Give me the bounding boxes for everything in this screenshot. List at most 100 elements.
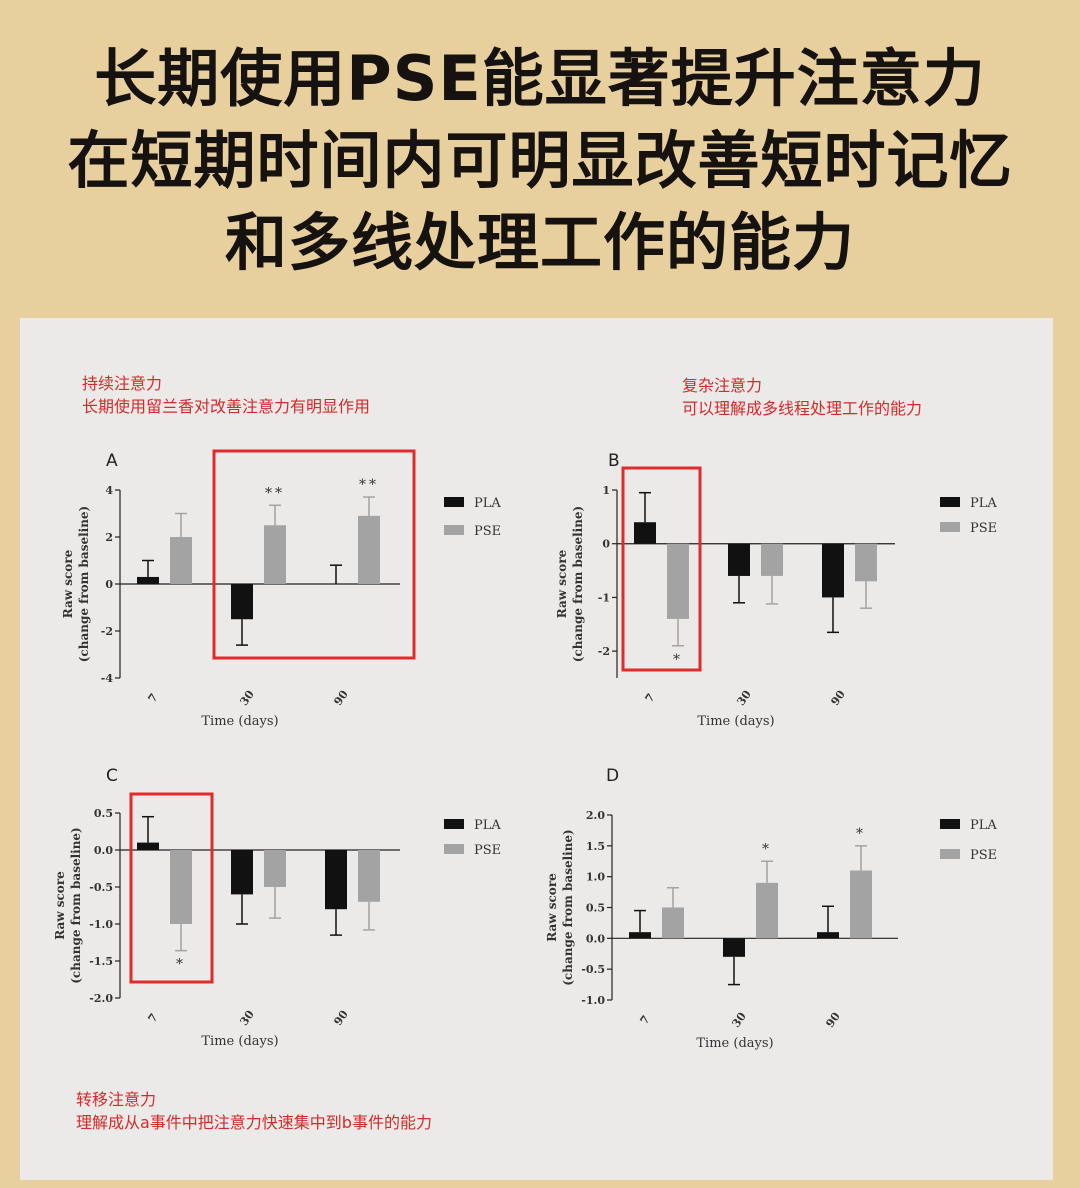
- panel-d-y-tick-label: 0.5: [586, 902, 605, 915]
- panel-b-label: B: [608, 451, 620, 471]
- panel-b-y-tick-label: -2: [598, 645, 610, 658]
- panel-c-bar-pse-7: [170, 850, 192, 924]
- panel-b-legend-label-pse: PSE: [970, 521, 997, 536]
- panel-a-significance-30: **: [265, 485, 285, 501]
- panel-d-bar-pse-30: [756, 882, 778, 939]
- note-complex-text: 可以理解成多线程处理工作的能力: [682, 399, 923, 418]
- panel-d-bar-pla-90: [817, 932, 839, 939]
- panel-d-y-tick-label: 0.0: [586, 932, 605, 945]
- panel-c-label: C: [106, 766, 118, 786]
- headline-line-1: 长期使用PSE能显著提升注意力: [94, 42, 986, 115]
- panel-a-bar-pla-30: [231, 584, 253, 620]
- note-sustained-title: 持续注意力: [82, 374, 163, 393]
- panel-d-y-tick-label: 2.0: [586, 809, 605, 822]
- panel-a-x-axis-label: Time (days): [201, 714, 278, 729]
- panel-d-y-axis-label-2: (change from baseline): [561, 829, 575, 986]
- panel-b-bar-pla-30: [728, 543, 750, 576]
- panel-c-significance-7: *: [176, 957, 186, 973]
- panel-b-bar-pla-90: [822, 543, 844, 598]
- panel-a-highlight-box: [212, 449, 416, 660]
- panel-a-x-tick-label-30: 30: [237, 688, 257, 708]
- panel-d-significance-30: *: [762, 841, 772, 857]
- panel-d-bar-pla-30: [723, 938, 745, 957]
- panel-c-bar-pla-30: [231, 850, 253, 895]
- panel-c-bar-pla-7: [137, 842, 159, 850]
- panel-a-bar-pse-90: [358, 515, 380, 584]
- panel-d-x-axis-label: Time (days): [696, 1036, 773, 1051]
- panel-a-y-tick-label: 2: [105, 531, 113, 544]
- panel-c-x-tick-label-7: 7: [146, 1011, 161, 1025]
- panel-d-bar-pse-90: [850, 870, 872, 939]
- panel-c-legend-label-pse: PSE: [474, 843, 501, 858]
- panel-c-x-axis-label: Time (days): [201, 1034, 278, 1049]
- panel-d-y-tick-label: -1.0: [581, 994, 605, 1007]
- panel-c-y-axis-label-2: (change from baseline): [69, 827, 83, 984]
- headline-line-2: 在短期时间内可明显改善短时记忆: [67, 124, 1013, 197]
- panel-b-y-axis-label-2: (change from baseline): [571, 506, 585, 663]
- panel-a-y-tick-label: -2: [101, 625, 113, 638]
- panel-d-legend-swatch-pla: [940, 819, 960, 829]
- panel-a-y-axis-label: Raw score: [61, 549, 75, 618]
- note-sustained-text: 长期使用留兰香对改善注意力有明显作用: [82, 397, 371, 416]
- panel-c-bar-pse-90: [358, 850, 380, 902]
- panel-b-y-tick-label: 0: [602, 538, 610, 551]
- panel-d-y-tick-label: -0.5: [581, 963, 605, 976]
- panel-d-legend-swatch-pse: [940, 849, 960, 859]
- panel-a-bar-pse-7: [170, 537, 192, 584]
- panel-a-bar-pse-30: [264, 525, 286, 584]
- panel-b-legend-swatch-pse: [940, 522, 960, 532]
- panel-a-y-tick-label: 4: [105, 484, 113, 497]
- panel-b-x-axis-label: Time (days): [697, 714, 774, 729]
- panel-a-legend-swatch-pla: [444, 497, 464, 507]
- panel-c-y-tick-label: 0.0: [94, 844, 113, 857]
- panel-d-x-tick-label-90: 90: [823, 1010, 843, 1030]
- panel-a-x-tick-label-90: 90: [331, 688, 351, 708]
- note-shifting-title: 转移注意力: [76, 1090, 157, 1109]
- panel-c-highlight-box: [129, 792, 214, 984]
- panel-b-bar-pse-90: [855, 543, 877, 582]
- panel-c-y-axis-label: Raw score: [53, 871, 67, 940]
- panel-d-label: D: [606, 766, 619, 786]
- panel-d-y-axis-label: Raw score: [545, 873, 559, 942]
- panel-b-legend-label-pla: PLA: [970, 496, 997, 511]
- panel-a-y-axis-label-2: (change from baseline): [77, 506, 91, 663]
- panel-a-y-tick-label: -4: [101, 672, 114, 685]
- note-complex-title: 复杂注意力: [682, 376, 763, 395]
- note-complex-attention: 复杂注意力 可以理解成多线程处理工作的能力: [682, 374, 922, 420]
- panel-c-y-tick-label: -1.5: [89, 955, 113, 968]
- panel-a-legend-swatch-pse: [444, 525, 464, 535]
- panel-a-bar-pla-7: [137, 576, 159, 584]
- panel-b-x-tick-label-30: 30: [734, 688, 754, 708]
- panel-c-bar-pla-90: [325, 850, 347, 910]
- panel-c-x-tick-label-30: 30: [237, 1008, 257, 1028]
- panel-d-x-tick-label-30: 30: [729, 1010, 749, 1030]
- panel-a-significance-90: **: [359, 477, 379, 493]
- panel-d-x-tick-label-7: 7: [638, 1013, 653, 1027]
- panel-a-y-tick-label: 0: [105, 578, 113, 591]
- panel-a-legend-label-pse: PSE: [474, 524, 501, 539]
- panel-b-y-tick-label: -1: [598, 591, 610, 604]
- panel-a-x-tick-label-7: 7: [146, 691, 161, 705]
- panel-b-y-tick-label: 1: [602, 484, 610, 497]
- headline-line-3: 和多线处理工作的能力: [224, 206, 855, 279]
- panel-a-label: A: [106, 451, 118, 471]
- panel-c-legend-swatch-pla: [444, 819, 464, 829]
- panel-c-y-tick-label: -2.0: [89, 992, 113, 1005]
- panel-b-y-axis-label: Raw score: [555, 549, 569, 618]
- panel-b-x-tick-label-7: 7: [643, 691, 658, 705]
- panel-d-y-tick-label: 1.0: [586, 871, 605, 884]
- panel-b-x-tick-label-90: 90: [828, 688, 848, 708]
- panel-d-y-tick-label: 1.5: [586, 840, 605, 853]
- panel-c-y-tick-label: -0.5: [89, 881, 113, 894]
- headline: 长期使用PSE能显著提升注意力 在短期时间内可明显改善短时记忆 和多线处理工作的…: [0, 38, 1080, 284]
- panel-d-significance-90: *: [856, 826, 866, 842]
- panel-b-bar-pse-7: [667, 543, 689, 619]
- figure-panel: 持续注意力 长期使用留兰香对改善注意力有明显作用 复杂注意力 可以理解成多线程处…: [20, 318, 1053, 1180]
- panel-d-bar-pla-7: [629, 932, 651, 939]
- panel-b-bar-pla-7: [634, 522, 656, 544]
- panel-b-significance-7: *: [673, 652, 683, 668]
- note-shifting-attention: 转移注意力 理解成从a事件中把注意力快速集中到b事件的能力: [76, 1088, 432, 1134]
- panel-c-bar-pse-30: [264, 850, 286, 887]
- note-shifting-text: 理解成从a事件中把注意力快速集中到b事件的能力: [76, 1113, 432, 1132]
